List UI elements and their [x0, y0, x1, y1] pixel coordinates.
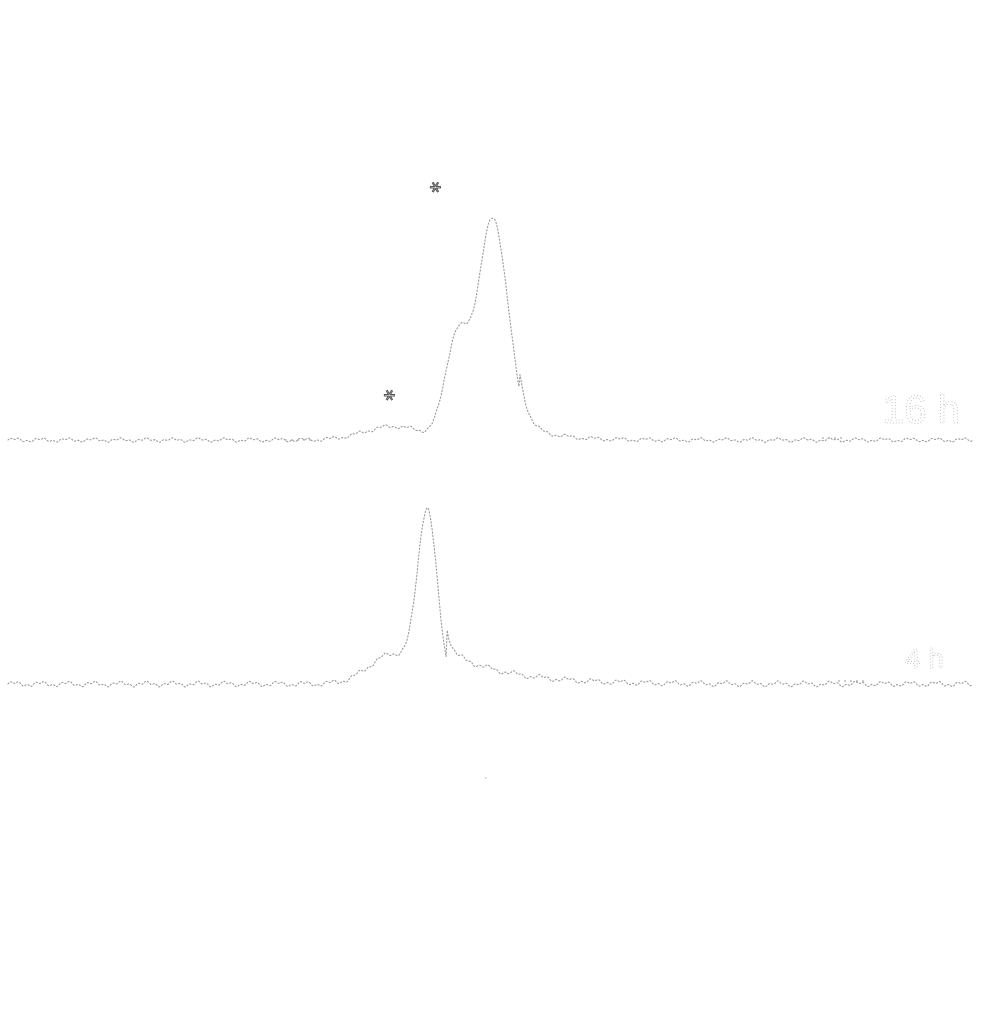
trace-4h: 4 h [7, 507, 973, 688]
peak-marker-icon: ⚹ [430, 176, 441, 196]
series-line-4h [7, 507, 973, 688]
peak-marker-icon: ⚹ [384, 384, 395, 404]
series-label-16h: 16 h [882, 388, 960, 432]
trace-16h: 16 h ⚹ ⚹ [7, 176, 973, 443]
stray-dot [485, 777, 487, 779]
series-label-4h: 4 h [905, 643, 944, 674]
series-line-16h [7, 217, 973, 443]
